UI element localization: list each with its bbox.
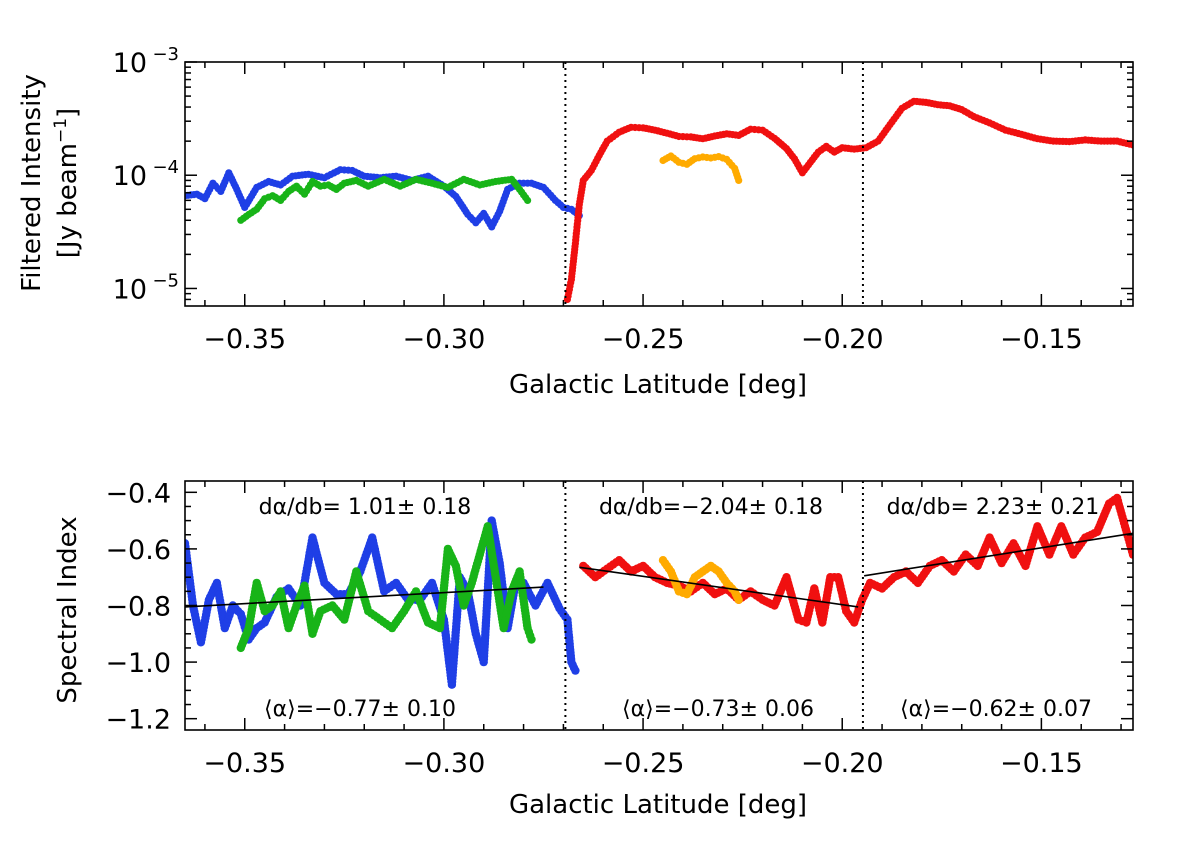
spectral-x-tick-label: −0.25: [602, 748, 685, 779]
spectral-index-panel: −0.35 −0.30 −0.25 −0.20 −0.15 −0.4 −0.6 −0.8 −1.…: [53, 478, 1134, 820]
spectral-plot-frame: [184, 480, 1134, 731]
spectral-x-tick-label: −0.15: [1000, 748, 1083, 779]
intensity-series-3: [659, 152, 743, 184]
intensity-y-axis-unit: [Jy beam−1]: [51, 108, 83, 258]
spectral-series-3: [658, 556, 743, 604]
spectral-y-axis-title: Spectral Index: [53, 516, 83, 703]
intensity-y-unit-main: [Jy beam: [53, 143, 83, 258]
intensity-y-tick-label: 10: [113, 274, 147, 305]
linear-fit-line-2: [864, 532, 1134, 577]
mean-label-right: ⟨α⟩=−0.62± 0.07: [900, 697, 1092, 722]
intensity-y-tick-exponent: −3: [152, 44, 179, 65]
linear-fit-line-0: [184, 586, 544, 608]
spectral-x-axis-title: Galactic Latitude [deg]: [509, 790, 807, 820]
intensity-data-point: [524, 196, 532, 204]
intensity-plot-frame: [184, 61, 1134, 307]
intensity-y-tick-label: 10: [113, 161, 147, 192]
intensity-x-axis-title: Galactic Latitude [deg]: [509, 370, 807, 400]
mean-label-left: ⟨α⟩=−0.77± 0.10: [264, 697, 456, 722]
spectral-x-tick-label: −0.20: [801, 748, 884, 779]
intensity-x-tick-label: −0.15: [1000, 324, 1083, 355]
intensity-series-1: [237, 175, 532, 224]
spectral-y-tick-label: −1.0: [105, 648, 171, 679]
spectral-ticks: [185, 481, 1133, 730]
intensity-x-tick-label: −0.35: [203, 324, 286, 355]
spectral-data-point: [734, 595, 743, 604]
spectral-y-tick-label: −0.6: [105, 535, 171, 566]
intensity-data-point: [1129, 141, 1133, 149]
slope-label-right: dα/db= 2.23± 0.21: [887, 495, 1100, 520]
intensity-data-point: [735, 176, 743, 184]
intensity-x-tick-label: −0.20: [801, 324, 884, 355]
linear-fit-line-1: [579, 566, 859, 608]
spectral-y-tick-label: −0.4: [105, 478, 171, 509]
spectral-data-point: [527, 635, 536, 644]
spectral-y-tick-label: −0.8: [105, 592, 171, 623]
spectral-x-tick-label: −0.35: [203, 748, 286, 779]
intensity-ticks: [185, 61, 1133, 306]
intensity-series-2: [563, 97, 1133, 303]
intensity-y-axis-title: Filtered Intensity: [17, 74, 47, 292]
intensity-series: [185, 97, 1133, 303]
slope-label-left: dα/db= 1.01± 0.18: [259, 495, 472, 520]
spectral-fits: [184, 532, 1134, 608]
intensity-y-unit-sup: −1: [51, 118, 71, 143]
spectral-series-0: [185, 516, 580, 689]
slope-label-middle: dα/db=−2.04± 0.18: [599, 495, 823, 520]
intensity-dividers: [564, 62, 864, 306]
intensity-x-tick-label: −0.30: [403, 324, 486, 355]
spectral-x-tick-label: −0.30: [403, 748, 486, 779]
spectral-y-tick-label: −1.2: [105, 705, 171, 736]
spectral-tick-labels: −0.35 −0.30 −0.25 −0.20 −0.15 −0.4 −0.6 −0.8 −1.…: [105, 478, 1082, 779]
intensity-y-tick-label: 10: [113, 48, 147, 79]
intensity-x-tick-label: −0.25: [602, 324, 685, 355]
intensity-y-unit-end: ]: [53, 108, 83, 118]
intensity-y-tick-exponent: −5: [152, 270, 179, 291]
spectral-data-point: [571, 666, 580, 675]
intensity-y-tick-exponent: −4: [152, 157, 179, 178]
spectral-series: [185, 493, 1133, 689]
spectral-data-point: [1128, 550, 1133, 559]
mean-label-middle: ⟨α⟩=−0.73± 0.06: [622, 697, 814, 722]
